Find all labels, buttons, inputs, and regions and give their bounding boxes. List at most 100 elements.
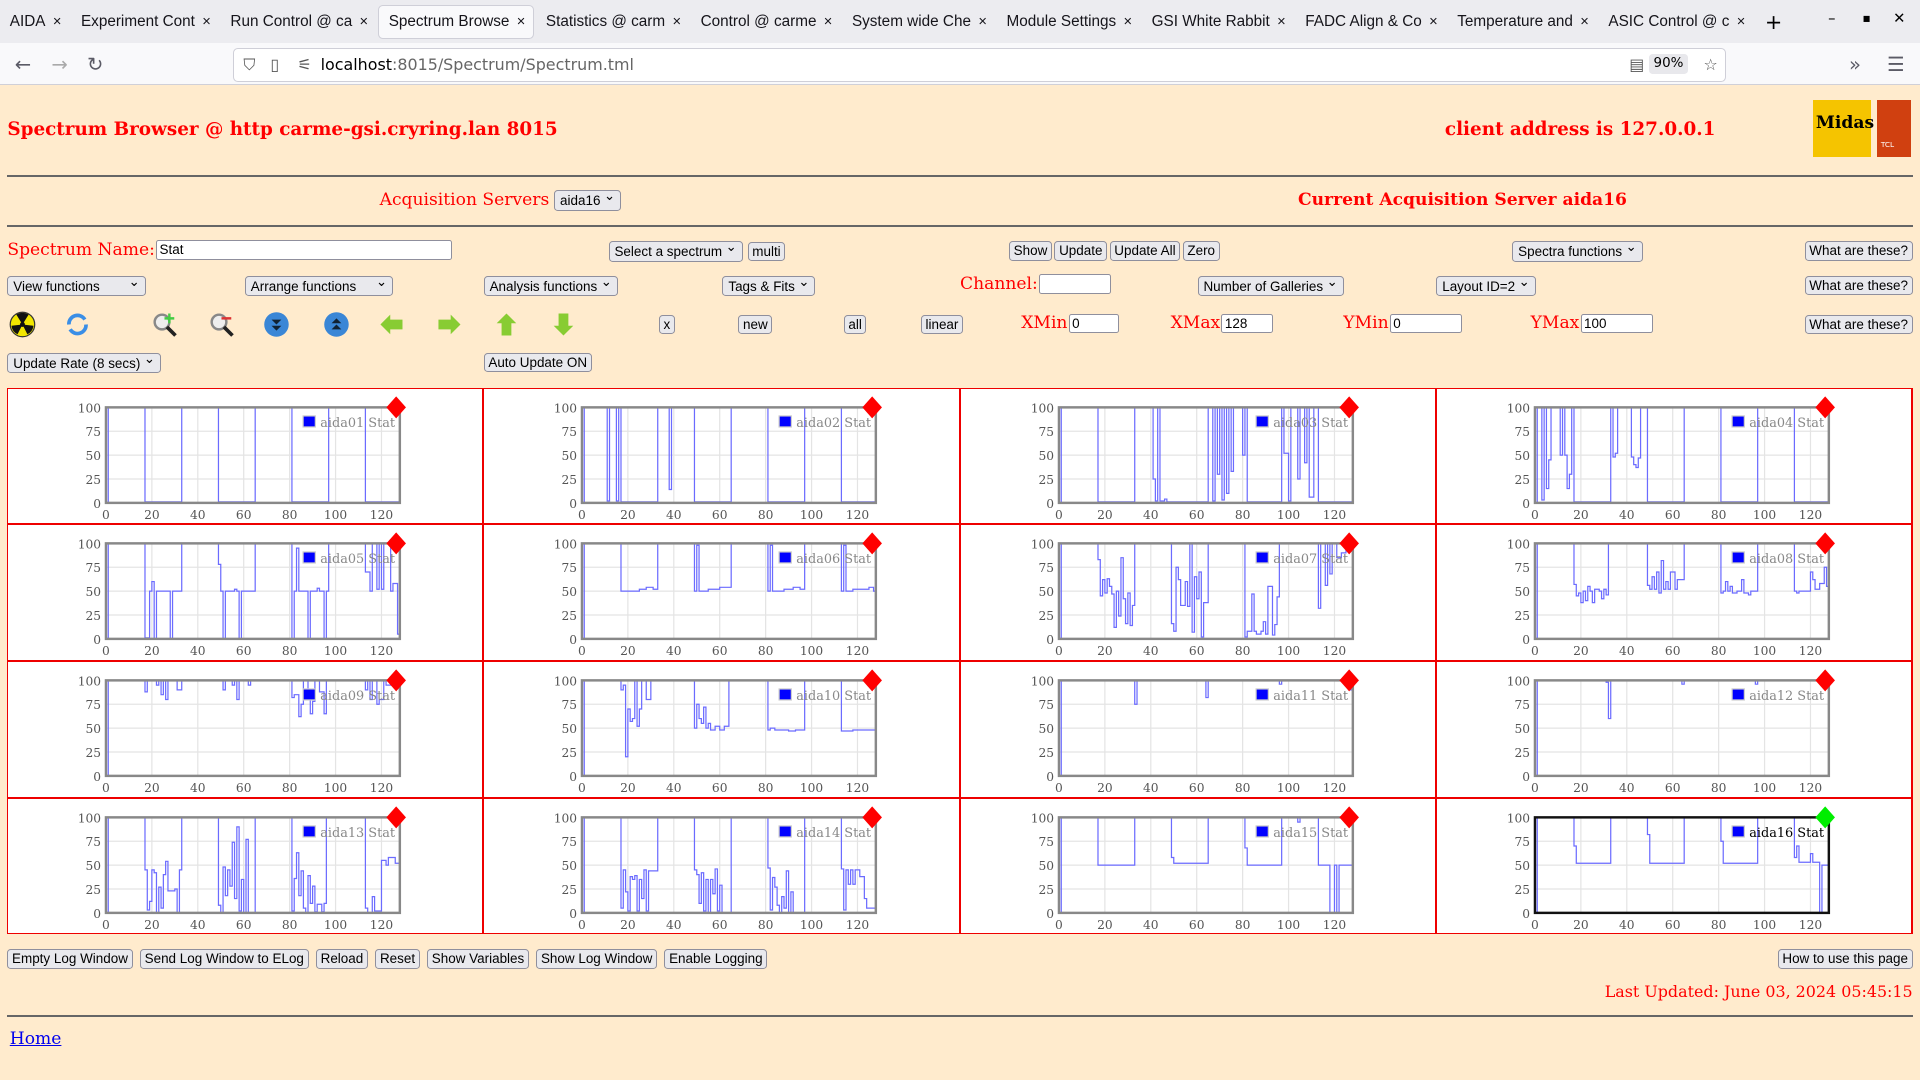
spectrum-panel[interactable]: 0 20 40 60 80 100 120 0 25 50 75 100 aida09 Stat: [7, 660, 484, 798]
close-tab-icon[interactable]: ×: [202, 13, 211, 30]
status-diamond-icon[interactable]: [1815, 532, 1836, 555]
spectrum-panel[interactable]: 0 20 40 60 80 100 120 0 25 50 75 100 aida16 Stat: [1436, 797, 1913, 935]
browser-tab[interactable]: AIDA ×: [0, 5, 69, 39]
close-tab-icon[interactable]: ×: [516, 13, 526, 30]
analysis-functions-select[interactable]: Analysis functions: [483, 272, 618, 297]
arrow-right-icon[interactable]: [436, 311, 463, 338]
spectrum-panel[interactable]: 0 20 40 60 80 100 120 0 25 50 75 100 aida13 Stat: [7, 797, 484, 935]
update-button[interactable]: Update: [1054, 241, 1108, 261]
close-tab-icon[interactable]: ×: [52, 13, 62, 30]
close-window-icon[interactable]: ✕: [1893, 9, 1906, 27]
arrow-up-icon[interactable]: [493, 311, 520, 338]
scroll-up-icon[interactable]: [323, 311, 350, 338]
arrange-functions-select[interactable]: Arrange functions: [244, 272, 394, 297]
browser-tab[interactable]: Temperature and ×: [1447, 5, 1596, 39]
status-diamond-icon[interactable]: [1815, 396, 1836, 419]
multi-button[interactable]: multi: [747, 241, 786, 262]
update-rate-select[interactable]: Update Rate (8 secs): [7, 349, 161, 374]
update-all-button[interactable]: Update All: [1109, 241, 1181, 261]
spectrum-panel[interactable]: 0 20 40 60 80 100 120 0 25 50 75 100 aida15 Stat: [959, 797, 1437, 935]
linear-button[interactable]: linear: [920, 314, 964, 335]
forward-icon[interactable]: →: [51, 52, 68, 76]
close-tab-icon[interactable]: ×: [1736, 13, 1746, 30]
status-diamond-icon[interactable]: [386, 805, 407, 828]
channel-input[interactable]: [1039, 274, 1112, 295]
spectrum-panel[interactable]: 0 20 40 60 80 100 120 0 25 50 75 100 aida02 Stat: [483, 387, 960, 525]
browser-tab[interactable]: Control @ carme ×: [691, 5, 840, 39]
close-tab-icon[interactable]: ×: [823, 13, 833, 30]
overflow-icon[interactable]: »: [1848, 52, 1861, 76]
layout-id-select[interactable]: Layout ID=2: [1436, 272, 1536, 297]
close-tab-icon[interactable]: ×: [1277, 13, 1286, 30]
spectrum-panel[interactable]: 0 20 40 60 80 100 120 0 25 50 75 100 aida12 Stat: [1436, 660, 1913, 798]
browser-tab[interactable]: GSI White Rabbit ×: [1142, 5, 1293, 39]
what-are-these-button[interactable]: What are these?: [1804, 275, 1913, 296]
what-are-these-button[interactable]: What are these?: [1804, 314, 1913, 335]
all-button[interactable]: all: [843, 314, 867, 335]
log-button[interactable]: Empty Log Window: [7, 948, 133, 969]
new-button[interactable]: new: [738, 314, 773, 335]
xmin-input[interactable]: 0: [1068, 313, 1119, 334]
new-tab-icon[interactable]: +: [1764, 9, 1783, 34]
show-button[interactable]: Show: [1008, 241, 1052, 261]
reader-view-icon[interactable]: ▤: [1629, 54, 1645, 74]
radiation-icon[interactable]: [9, 311, 36, 338]
status-diamond-icon[interactable]: [862, 805, 883, 828]
log-button[interactable]: Send Log Window to ELog: [139, 948, 309, 969]
home-link[interactable]: Home: [9, 1028, 62, 1049]
browser-tab[interactable]: Statistics @ carm ×: [536, 5, 688, 39]
status-diamond-icon[interactable]: [386, 669, 407, 692]
acquisition-server-select[interactable]: aida16: [554, 186, 622, 211]
browser-tab[interactable]: System wide Che ×: [842, 5, 994, 39]
reload-icon[interactable]: ↻: [86, 52, 104, 76]
log-button[interactable]: Reload: [315, 948, 368, 969]
close-tab-icon[interactable]: ×: [978, 13, 987, 30]
browser-tab[interactable]: Experiment Cont ×: [71, 5, 218, 39]
refresh-icon[interactable]: [64, 311, 91, 338]
x-button[interactable]: x: [658, 314, 675, 335]
arrow-down-icon[interactable]: [550, 311, 577, 338]
spectrum-panel[interactable]: 0 20 40 60 80 100 120 0 25 50 75 100 aida08 Stat: [1436, 524, 1913, 661]
browser-tab[interactable]: Run Control @ ca ×: [221, 5, 376, 39]
spectrum-panel[interactable]: 0 20 40 60 80 100 120 0 25 50 75 100 aida11 Stat: [959, 660, 1437, 798]
spectrum-panel[interactable]: 0 20 40 60 80 100 120 0 25 50 75 100 aida07 Stat: [959, 524, 1437, 661]
status-diamond-icon[interactable]: [862, 532, 883, 555]
status-diamond-icon[interactable]: [386, 532, 407, 555]
spectrum-name-input[interactable]: Stat: [156, 240, 453, 260]
spectrum-panel[interactable]: 0 20 40 60 80 100 120 0 25 50 75 100 aida03 Stat: [959, 387, 1437, 525]
arrow-left-icon[interactable]: [378, 311, 405, 338]
what-are-these-button[interactable]: What are these?: [1804, 241, 1913, 261]
status-diamond-icon[interactable]: [1339, 669, 1359, 692]
tags-fits-select[interactable]: Tags & Fits: [722, 272, 816, 297]
spectrum-panel[interactable]: 0 20 40 60 80 100 120 0 25 50 75 100 aida10 Stat: [483, 660, 960, 798]
url-bar[interactable]: ⛉ ▯ ⚟ localhost:8015/Spectrum/Spectrum.t…: [232, 47, 1727, 82]
log-button[interactable]: Show Log Window: [536, 948, 658, 969]
bookmark-star-icon[interactable]: ☆: [1703, 54, 1718, 74]
auto-update-button[interactable]: Auto Update ON: [483, 352, 592, 373]
spectrum-panel[interactable]: 0 20 40 60 80 100 120 0 25 50 75 100 aida14 Stat: [483, 797, 960, 935]
status-diamond-icon[interactable]: [1815, 805, 1836, 828]
xmax-input[interactable]: 128: [1221, 313, 1273, 334]
scroll-down-icon[interactable]: [263, 311, 290, 338]
zoom-in-icon[interactable]: [151, 311, 178, 338]
number-of-galleries-select[interactable]: Number of Galleries: [1197, 272, 1344, 297]
close-tab-icon[interactable]: ×: [672, 13, 682, 30]
status-diamond-icon[interactable]: [386, 396, 407, 419]
spectrum-panel[interactable]: 0 20 40 60 80 100 120 0 25 50 75 100 aida05 Stat: [7, 524, 484, 661]
status-diamond-icon[interactable]: [862, 669, 883, 692]
status-diamond-icon[interactable]: [1339, 532, 1359, 555]
minimize-icon[interactable]: –: [1828, 9, 1836, 27]
zoom-out-icon[interactable]: [208, 311, 235, 338]
close-tab-icon[interactable]: ×: [1123, 13, 1133, 30]
log-button[interactable]: Show Variables: [427, 948, 529, 969]
browser-tab[interactable]: Spectrum Browse ×: [377, 4, 534, 40]
how-to-use-button[interactable]: How to use this page: [1777, 948, 1913, 969]
close-tab-icon[interactable]: ×: [1580, 13, 1589, 30]
status-diamond-icon[interactable]: [1339, 805, 1359, 828]
log-button[interactable]: Enable Logging: [664, 948, 768, 969]
status-diamond-icon[interactable]: [862, 396, 883, 419]
log-button[interactable]: Reset: [375, 948, 420, 969]
status-diamond-icon[interactable]: [1815, 669, 1836, 692]
status-diamond-icon[interactable]: [1339, 396, 1359, 419]
menu-icon[interactable]: ☰: [1886, 52, 1905, 76]
